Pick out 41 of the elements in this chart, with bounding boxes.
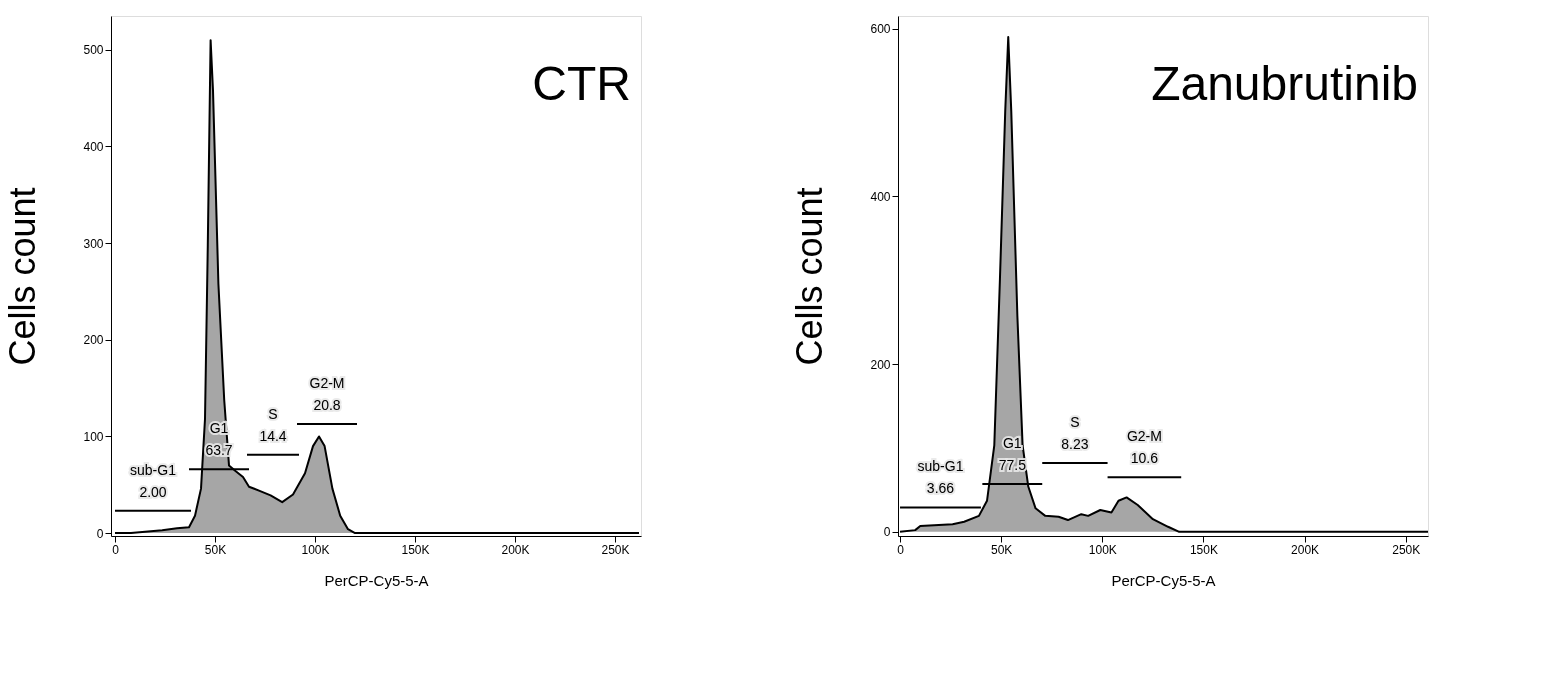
- y-tick-label: 200: [83, 333, 104, 348]
- x-tick-label: 200K: [1291, 542, 1320, 557]
- y-tick-label: 300: [83, 236, 104, 251]
- text: CTR: [532, 57, 631, 110]
- x-tick-label: 150K: [401, 542, 430, 557]
- annotation: sub-G1: [917, 458, 964, 475]
- x-axis-title: PerCP-Cy5-5-A: [324, 571, 429, 589]
- x-tick-label: 0: [112, 542, 120, 557]
- x-axis-title: PerCP-Cy5-5-A: [1111, 571, 1216, 589]
- y-tick-label: 0: [883, 525, 891, 540]
- annotation: 10.6: [1130, 450, 1159, 467]
- annotation: 3.66: [926, 480, 955, 497]
- y-tick-label: 500: [83, 43, 104, 58]
- y-axis-title: Cells count: [2, 187, 44, 366]
- x-tick-label: 250K: [601, 542, 630, 557]
- annotation: 2.00: [139, 483, 167, 500]
- annotation: S: [268, 405, 278, 422]
- annotation: G2-M: [309, 374, 345, 391]
- x-tick-label: 150K: [1189, 542, 1218, 557]
- annotation: 8.23: [1061, 436, 1089, 453]
- y-axis-title: Cells count: [789, 187, 831, 366]
- x-tick-label: 250K: [1392, 542, 1421, 557]
- x-tick-label: 200K: [501, 542, 530, 557]
- annotation: 14.4: [259, 427, 287, 444]
- annotation: G1: [1002, 435, 1022, 451]
- annotation: sub-G1: [130, 461, 177, 478]
- x-tick-label: 50K: [990, 542, 1013, 557]
- y-tick-label: 200: [870, 357, 891, 372]
- y-tick-label: 0: [96, 526, 104, 541]
- x-tick-label: 100K: [301, 542, 330, 557]
- annotation: S: [1070, 414, 1080, 431]
- x-tick-label: 0: [897, 542, 905, 557]
- y-tick-label: 100: [83, 429, 104, 444]
- y-tick-label: 600: [870, 22, 891, 37]
- x-tick-label: 50K: [204, 542, 227, 557]
- annotation: 20.8: [313, 396, 341, 413]
- y-tick-label: 400: [870, 189, 891, 204]
- text: Zanubrutinib: [1151, 57, 1418, 110]
- x-tick-label: 100K: [1088, 542, 1117, 557]
- annotation: G2-M: [1126, 428, 1162, 445]
- y-tick-label: 400: [83, 139, 104, 154]
